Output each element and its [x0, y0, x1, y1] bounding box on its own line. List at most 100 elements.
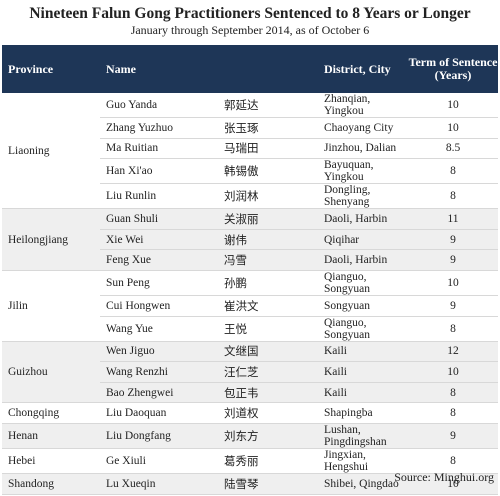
- name-cell: Wang Yue: [100, 316, 218, 342]
- column-header: Name: [100, 45, 318, 93]
- term-cell: 8: [408, 448, 498, 474]
- term-cell: 8: [408, 183, 498, 210]
- term-cell: 10: [408, 473, 498, 495]
- table-row: Han Xi'ao 韩锡傲 Bayuquan, Yingkou 8: [2, 158, 498, 185]
- term-cell: 9: [408, 423, 498, 449]
- column-header: Province: [2, 45, 100, 93]
- name-cell: Xie Wei: [100, 229, 218, 251]
- chinese-name-cell: 文继国: [218, 341, 318, 363]
- header-row: Province Name District, City Term of Sen…: [2, 45, 498, 93]
- province-cell: Jilin: [2, 270, 100, 342]
- term-cell: 8: [408, 382, 498, 404]
- table-row: Wang Renzhi 汪仁芝 Kaili 10: [2, 361, 498, 383]
- column-header: Term of Sentence (Years): [408, 45, 498, 93]
- table-row: Jilin Sun Peng 孙鹏 Qianguo, Songyuan 10: [2, 270, 498, 342]
- province-cell: Chongqing: [2, 402, 100, 424]
- province-cell: Henan: [2, 423, 100, 449]
- table-row: Feng Xue 冯雪 Daoli, Harbin 9: [2, 249, 498, 271]
- chinese-name-cell: 韩锡傲: [218, 158, 318, 185]
- name-cell: Lu Xueqin: [100, 473, 218, 495]
- province-cell: Liaoning: [2, 93, 100, 210]
- province-cell: Hebei: [2, 448, 100, 474]
- district-cell: Kaili: [318, 382, 408, 404]
- source: Source: Minghui.org: [394, 470, 494, 484]
- name-cell: Wang Renzhi: [100, 361, 218, 383]
- chinese-name-cell: 葛秀丽: [218, 448, 318, 474]
- name-cell: Guan Shuli: [100, 208, 218, 230]
- name-cell: Sun Peng: [100, 270, 218, 296]
- term-cell: 8: [408, 316, 498, 342]
- chinese-name-cell: 郭延达: [218, 93, 318, 118]
- name-cell: Zhang Yuzhuo: [100, 117, 218, 139]
- table-row: GuangdongDeng Fangying邓芳英Meijiang, Meizh…: [2, 494, 498, 496]
- term-cell: 8: [408, 402, 498, 424]
- name-cell: Guo Yanda: [100, 93, 218, 118]
- table-row: Liaoning Guo Yanda 郭延达 Zhanqian, Yingkou 10: [2, 93, 498, 210]
- district-cell: Zhanqian, Yingkou: [318, 93, 408, 118]
- term-cell: 9: [408, 249, 498, 271]
- term-cell: 8.5: [408, 138, 498, 160]
- term-cell: 12: [408, 341, 498, 363]
- district-cell: Kaili: [318, 341, 408, 363]
- province-cell: Heilongjiang: [2, 208, 100, 271]
- term-cell: 10: [408, 117, 498, 139]
- chinese-name-cell: 冯雪: [218, 249, 318, 271]
- chinese-name-cell: 孙鹏: [218, 270, 318, 296]
- table-row: Xie Wei 谢伟 Qiqihar 9: [2, 229, 498, 251]
- province-cell: Guangdong: [2, 494, 100, 496]
- district-cell: Qiqihar: [318, 229, 408, 251]
- name-cell: Ma Ruitian: [100, 138, 218, 160]
- term-cell: 10: [408, 494, 498, 496]
- chinese-name-cell: 汪仁芝: [218, 361, 318, 383]
- chinese-name-cell: 陆雪琴: [218, 473, 318, 495]
- column-header: District, City: [318, 45, 408, 93]
- district-cell: Lushan, Pingdingshan: [318, 423, 408, 449]
- table-row: Guizhou Wen Jiguo 文继国 Kaili 12: [2, 341, 498, 404]
- subtitle: January through September 2014, as of Oc…: [130, 23, 370, 37]
- table-row: Chongqing Liu Daoquan 刘道权 Shapingba 8: [2, 402, 498, 424]
- district-cell: Shibei, Qingdao: [318, 473, 408, 495]
- district-cell: Chaoyang City: [318, 117, 408, 139]
- term-cell: 8: [408, 158, 498, 185]
- table-row: Hebei Ge Xiuli 葛秀丽 Jingxian, Hengshui 8: [2, 448, 498, 474]
- table-row: Ma Ruitian 马瑞田 Jinzhou, Dalian 8.5: [2, 138, 498, 160]
- table-body: Liaoning Guo Yanda 郭延达 Zhanqian, Yingkou 10 Z…: [2, 93, 498, 496]
- table-row: Wang Yue 王悦 Qianguo, Songyuan 8: [2, 316, 498, 342]
- chinese-name-cell: 邓芳英: [218, 494, 318, 496]
- name-cell: Liu Runlin: [100, 183, 218, 210]
- name-cell: Liu Dongfang: [100, 423, 218, 449]
- district-cell: Daoli, Harbin: [318, 249, 408, 271]
- province-cell: Shandong: [2, 473, 100, 495]
- chinese-name-cell: 张玉琢: [218, 117, 318, 139]
- district-cell: Kaili: [318, 361, 408, 383]
- name-cell: Liu Daoquan: [100, 402, 218, 424]
- district-cell: Bayuquan, Yingkou: [318, 158, 408, 185]
- name-cell: Deng Fangying: [100, 494, 218, 496]
- chinese-name-cell: 刘润林: [218, 183, 318, 210]
- name-cell: Wen Jiguo: [100, 341, 218, 363]
- table-row: Cui Hongwen 崔洪文 Songyuan 9: [2, 295, 498, 317]
- district-cell: Meijiang, Meizhou: [318, 494, 408, 496]
- chinese-name-cell: 马瑞田: [218, 138, 318, 160]
- district-cell: Daoli, Harbin: [318, 208, 408, 230]
- district-cell: Jinzhou, Dalian: [318, 138, 408, 160]
- name-cell: Feng Xue: [100, 249, 218, 271]
- chinese-name-cell: 包正韦: [218, 382, 318, 404]
- table-row: Henan Liu Dongfang 刘东方 Lushan, Pingdingshan…: [2, 423, 498, 449]
- title: Nineteen Falun Gong Practitioners Senten…: [29, 5, 471, 22]
- term-cell: 11: [408, 208, 498, 230]
- table-row: Shandong Lu Xueqin 陆雪琴 Shibei, Qingdao 10: [2, 473, 498, 495]
- table-row: Bao Zhengwei 包正韦 Kaili 8: [2, 382, 498, 404]
- chinese-name-cell: 王悦: [218, 316, 318, 342]
- name-cell: Bao Zhengwei: [100, 382, 218, 404]
- name-cell: Ge Xiuli: [100, 448, 218, 474]
- name-cell: Cui Hongwen: [100, 295, 218, 317]
- district-cell: Songyuan: [318, 295, 408, 317]
- sentence-table: Province Name District, City Term of Sen…: [2, 45, 498, 496]
- chinese-name-cell: 刘道权: [218, 402, 318, 424]
- name-cell: Han Xi'ao: [100, 158, 218, 185]
- term-cell: 9: [408, 295, 498, 317]
- term-cell: 10: [408, 361, 498, 383]
- district-cell: Qianguo, Songyuan: [318, 316, 408, 342]
